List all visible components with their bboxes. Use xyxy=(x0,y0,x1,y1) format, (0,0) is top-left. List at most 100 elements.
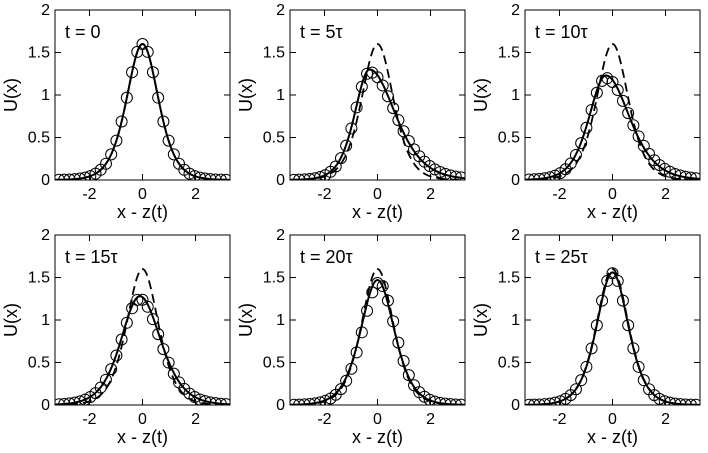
panel-3: -2 0 2 0 0.5 1 1.5 2 x - z(t) U(x) t = 10τ xyxy=(471,2,701,222)
panel-1-title: t = 0 xyxy=(65,22,101,42)
panel-5-marker xyxy=(376,280,389,293)
panel-4-xtick-label: 0 xyxy=(138,411,147,428)
panel-3-ytick-label: 1.5 xyxy=(498,45,520,62)
panel-4-ytick-label: 0 xyxy=(41,397,50,414)
panel-1-ytick-label: 0.5 xyxy=(28,130,50,147)
panel-4-marker xyxy=(105,363,118,376)
panel-5-title: t = 20τ xyxy=(300,247,353,267)
panel-4-marker xyxy=(110,349,123,362)
panel-2-series-dashed xyxy=(290,43,465,180)
panel-3-marker xyxy=(580,121,593,134)
panel-3-xtick-label: 2 xyxy=(661,186,670,203)
panel-2-ytick-label: 0.5 xyxy=(263,130,285,147)
panel-1-plot-area xyxy=(55,38,230,180)
panel-2-ytick-label: 0 xyxy=(276,172,285,189)
panel-2-xtick-label: 0 xyxy=(373,186,382,203)
panel-6-marker xyxy=(637,374,650,387)
panel-6-marker xyxy=(528,398,541,405)
panel-6-title: t = 25τ xyxy=(535,247,588,267)
panel-5: -2 0 2 0 0.5 1 1.5 2 x - z(t) U(x) t = 20τ xyxy=(236,227,466,447)
panel-3-marker xyxy=(616,94,629,107)
panel-1: -2 0 2 0 0.5 1 1.5 2 x - z(t) U(x) t = 0 xyxy=(1,2,231,222)
panel-1-marker xyxy=(162,134,175,147)
panel-2-marker xyxy=(381,90,394,103)
panel-3-marker xyxy=(632,130,645,143)
panel-3-marker xyxy=(585,103,598,116)
panel-5-marker xyxy=(366,286,379,299)
panel-6: -2 0 2 0 0.5 1 1.5 2 x - z(t) U(x) t = 25τ xyxy=(471,227,701,447)
panel-5-xlabel: x - z(t) xyxy=(352,427,403,447)
panel-1-marker xyxy=(84,170,97,180)
panel-4-title: t = 15τ xyxy=(65,247,118,267)
panel-1-xtick-label: 2 xyxy=(191,186,200,203)
panel-5-plot-area xyxy=(290,268,465,405)
panel-1-ytick-label: 2 xyxy=(41,2,50,19)
panel-3-marker xyxy=(690,172,700,180)
panel-2-marker xyxy=(293,173,306,180)
panel-2-marker xyxy=(361,67,374,80)
panel-4-plot-area xyxy=(55,268,230,405)
panel-2-marker xyxy=(314,171,327,180)
panel-2-ytick-label: 2 xyxy=(276,2,285,19)
panel-5-marker xyxy=(439,397,452,405)
panel-5-marker xyxy=(319,394,332,405)
panel-6-marker xyxy=(611,274,624,287)
panel-5-marker xyxy=(361,304,374,317)
panel-5-ytick-label: 1.5 xyxy=(263,270,285,287)
panel-1-ytick-label: 1 xyxy=(41,87,50,104)
panel-5-marker xyxy=(449,398,462,405)
panel-1-marker xyxy=(152,91,165,104)
panel-3-xtick-label: -2 xyxy=(552,186,566,203)
panel-6-series-dashed xyxy=(525,268,700,405)
panel-5-marker xyxy=(444,398,457,405)
panel-3-series-dashed xyxy=(525,43,700,180)
panel-5-series-dashed xyxy=(290,268,465,405)
panel-5-marker xyxy=(381,294,394,307)
panel-4-marker xyxy=(115,333,128,346)
panel-6-xlabel: x - z(t) xyxy=(587,427,638,447)
panel-4-ylabel: U(x) xyxy=(1,303,21,337)
panel-4-marker xyxy=(120,316,133,329)
panel-3-marker xyxy=(549,169,562,180)
panel-2-xtick-label: -2 xyxy=(317,186,331,203)
panel-5-marker xyxy=(397,354,410,367)
panel-4: -2 0 2 0 0.5 1 1.5 2 x - z(t) U(x) t = 15τ xyxy=(1,227,231,447)
panel-3-ylabel: U(x) xyxy=(471,78,491,112)
panel-2-marker xyxy=(434,165,447,178)
panel-2-ytick-label: 1.5 xyxy=(263,45,285,62)
panel-5-ytick-label: 0 xyxy=(276,397,285,414)
panel-5-marker xyxy=(345,362,358,375)
panel-6-marker xyxy=(585,342,598,355)
panel-6-marker xyxy=(525,398,535,405)
panel-3-marker xyxy=(569,148,582,161)
panel-2-plot-area xyxy=(290,43,465,180)
panel-2-marker xyxy=(334,152,347,165)
panel-4-marker xyxy=(188,391,201,404)
panel-3-xlabel: x - z(t) xyxy=(587,202,638,222)
panel-3-ytick-label: 0 xyxy=(511,172,520,189)
panel-3-ytick-label: 1 xyxy=(511,87,520,104)
panel-1-marker xyxy=(183,167,196,180)
panel-5-marker xyxy=(293,398,306,405)
panel-5-marker xyxy=(455,398,465,405)
panel-1-marker xyxy=(120,91,133,104)
panel-1-ytick-label: 1.5 xyxy=(28,45,50,62)
panel-5-xtick-label: -2 xyxy=(317,411,331,428)
panel-1-xtick-label: -2 xyxy=(82,186,96,203)
panel-4-marker xyxy=(167,367,180,380)
panel-1-series-dashed xyxy=(55,43,230,180)
panel-3-xtick-label: 0 xyxy=(608,186,617,203)
panel-4-marker xyxy=(214,397,227,405)
panel-5-series-solid xyxy=(290,279,465,405)
panel-4-xlabel: x - z(t) xyxy=(117,427,168,447)
panel-5-marker xyxy=(392,336,405,349)
panel-2-marker xyxy=(376,79,389,92)
panel-1-marker xyxy=(55,173,65,180)
panel-6-marker xyxy=(690,398,700,405)
panel-5-marker xyxy=(402,369,415,382)
panel-1-marker xyxy=(214,173,227,180)
panel-2-xlabel: x - z(t) xyxy=(352,202,403,222)
panel-6-ylabel: U(x) xyxy=(471,303,491,337)
panel-5-xtick-label: 0 xyxy=(373,411,382,428)
